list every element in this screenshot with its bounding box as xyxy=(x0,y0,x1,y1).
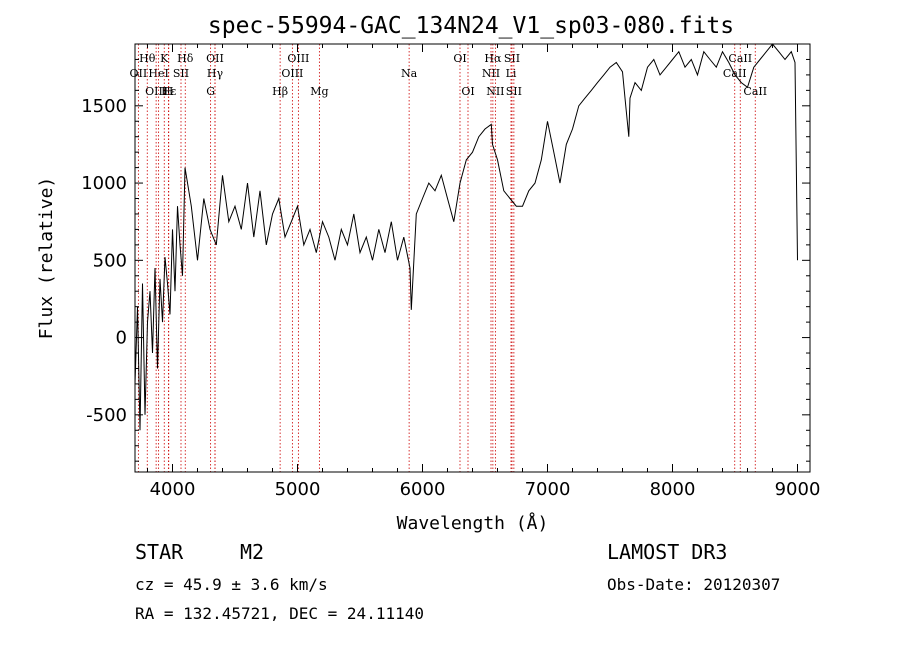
spectral-line-label: SII xyxy=(173,67,189,80)
x-tick-label: 7000 xyxy=(525,479,571,500)
x-tick-label: 8000 xyxy=(650,479,696,500)
spectral-line-label: Hγ xyxy=(207,67,224,80)
y-tick-label: 500 xyxy=(93,250,127,271)
spectral-line-label: OIII xyxy=(281,67,303,80)
x-axis-label: Wavelength (Å) xyxy=(397,512,549,534)
y-tick-label: -500 xyxy=(86,405,127,426)
spectral-line-label: SII xyxy=(506,85,522,98)
spectral-line-label: Na xyxy=(401,67,418,80)
x-tick-label: 9000 xyxy=(775,479,821,500)
spectral-line-label: Mg xyxy=(310,85,328,98)
y-axis-label: Flux (relative) xyxy=(36,177,57,340)
spectral-line-label: OI xyxy=(453,52,466,65)
x-tick-label: 4000 xyxy=(150,479,196,500)
spectral-line-label: Li xyxy=(506,67,517,80)
spectral-line-label: Hδ xyxy=(177,52,194,65)
spectral-line-label: G xyxy=(206,85,215,98)
observation-date: Obs-Date: 20120307 xyxy=(607,575,781,594)
spectral-line-label: NII xyxy=(486,85,504,98)
redshift-readout: cz = 45.9 ± 3.6 km/s xyxy=(135,575,328,594)
spectral-line-label: Hθ xyxy=(139,52,156,65)
x-tick-label: 6000 xyxy=(400,479,446,500)
chart-title: spec-55994-GAC_134N24_V1_sp03-080.fits xyxy=(208,13,734,39)
x-tick-label: 5000 xyxy=(275,479,321,500)
spectral-line-label: OIII xyxy=(287,52,309,65)
spectral-line-label: H xyxy=(164,85,174,98)
spectral-line-label: OIII xyxy=(145,85,167,98)
spectrum-plot: spec-55994-GAC_134N24_V1_sp03-080.fits Hθ… xyxy=(36,13,821,534)
spectral-line-label: CaII xyxy=(728,52,752,65)
spectral-line-label: Hβ xyxy=(272,85,288,98)
spectral-line-label: CaII xyxy=(743,85,767,98)
y-tick-label: 0 xyxy=(116,328,127,349)
spectral-line-label: Hα xyxy=(484,52,502,65)
spectral-line-label: HeI xyxy=(148,67,168,80)
survey-name: LAMOST DR3 xyxy=(607,540,728,564)
spectral-line-label: OI xyxy=(461,85,474,98)
spectral-line-label: SII xyxy=(504,52,520,65)
object-subclass: M2 xyxy=(240,540,265,564)
y-tick-label: 1500 xyxy=(81,96,127,117)
spectral-line-label: OII xyxy=(130,67,148,80)
object-class: STAR xyxy=(135,540,184,564)
y-tick-label: 1000 xyxy=(81,173,127,194)
coordinates-readout: RA = 132.45721, DEC = 24.11140 xyxy=(135,604,424,623)
spectral-line-label: NII xyxy=(482,67,500,80)
spectral-line-label: Hε xyxy=(161,85,177,98)
plot-frame xyxy=(134,43,811,473)
flux-series-line xyxy=(134,43,798,431)
spectral-line-label: K xyxy=(160,52,169,65)
